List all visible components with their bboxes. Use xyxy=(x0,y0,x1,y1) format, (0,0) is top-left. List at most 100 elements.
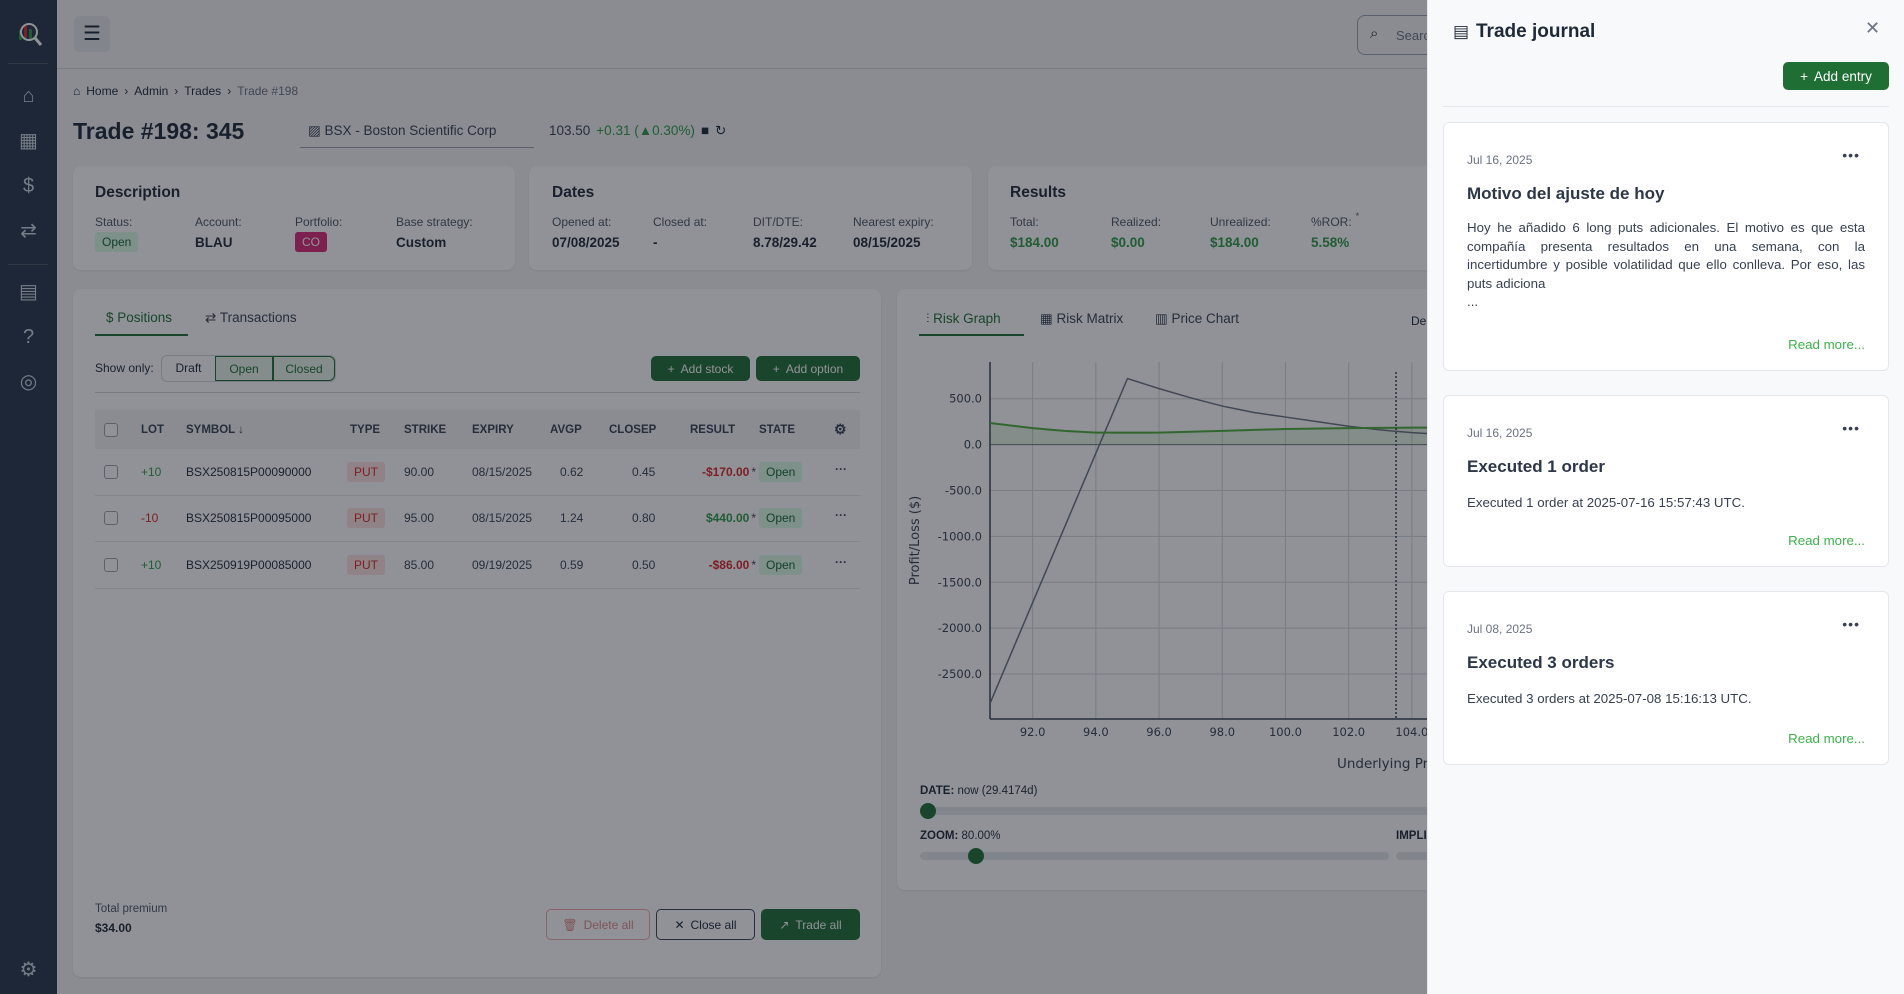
filter-draft[interactable]: Draft xyxy=(175,361,202,375)
tab-positions[interactable]: $ Positions xyxy=(106,310,172,325)
col-strike[interactable]: STRIKE xyxy=(404,424,447,436)
entry-body: Hoy he añadido 6 long puts adicionales. … xyxy=(1467,220,1865,291)
calculator-icon[interactable]: ▦ xyxy=(19,130,38,152)
dollar-icon[interactable]: $ xyxy=(22,175,35,197)
date-value: now (29.4174d) xyxy=(957,785,1038,797)
transfer-icon[interactable]: ⇄ xyxy=(20,220,37,242)
button-label: Add option xyxy=(785,361,844,376)
logo-chart-magnifier-icon[interactable] xyxy=(16,20,43,46)
journal-comment-icon: ▤ xyxy=(1453,22,1470,41)
panel-title: Trade journal xyxy=(1476,21,1596,42)
lifebuoy-icon[interactable]: ◎ xyxy=(19,371,38,393)
refresh-icon[interactable]: ↻ xyxy=(715,123,727,138)
entry-date: Jul 16, 2025 xyxy=(1467,153,1533,167)
card-title: Results xyxy=(1010,184,1066,201)
col-lot[interactable]: LOT xyxy=(141,424,164,436)
col-closep[interactable]: CLOSEP xyxy=(609,424,657,436)
date-slider-thumb[interactable] xyxy=(920,803,936,819)
tab-price-chart[interactable]: ▥ Price Chart xyxy=(1155,311,1239,327)
search-placeholder: Search xyxy=(1396,28,1438,43)
result-cell: -$170.00 xyxy=(701,465,750,479)
menu-toggle-icon[interactable]: ☰ xyxy=(74,16,110,52)
breadcrumb-separator: › xyxy=(124,84,129,98)
tab-risk-matrix[interactable]: ▦ Risk Matrix xyxy=(1040,311,1123,327)
zoom-slider[interactable] xyxy=(920,848,1389,864)
y-tick-label: -500.0 xyxy=(945,483,982,497)
tab-label: Transactions xyxy=(219,310,297,325)
add-stock-button[interactable]: + Add stock xyxy=(651,356,750,381)
col-avgp[interactable]: AVGP xyxy=(550,424,582,436)
col-expiry[interactable]: EXPIRY xyxy=(472,424,514,436)
delete-all-button[interactable]: 🗑︎ Delete all xyxy=(546,909,650,940)
close-panel-icon[interactable]: ✕ xyxy=(1865,18,1881,38)
risk-option-label[interactable]: Del xyxy=(1411,314,1430,328)
x-tick-label: 92.0 xyxy=(1020,725,1046,739)
trade-all-button[interactable]: ↗ Trade all xyxy=(761,909,860,940)
button-label: Close all xyxy=(690,917,737,932)
row-actions-icon[interactable]: ··· xyxy=(835,462,847,476)
col-type[interactable]: TYPE xyxy=(350,424,381,436)
col-state[interactable]: STATE xyxy=(759,424,795,436)
add-entry-button[interactable]: + Add entry xyxy=(1783,62,1889,90)
filter-closed[interactable]: Closed xyxy=(273,356,335,381)
symbol-cell[interactable]: BSX250815P00090000 xyxy=(186,465,312,479)
date-slider[interactable] xyxy=(920,803,1480,819)
tab-transactions[interactable]: ⇄ Transactions xyxy=(205,310,297,326)
button-label: Add entry xyxy=(1814,68,1872,84)
result-cell-group: -$170.00 * xyxy=(680,465,756,479)
modal-backdrop[interactable] xyxy=(0,0,1427,994)
more-options-icon[interactable]: ••• xyxy=(1842,616,1860,632)
read-more-link[interactable]: Read more... xyxy=(1788,533,1865,548)
help-icon[interactable]: ? xyxy=(22,326,35,348)
read-more-link[interactable]: Read more... xyxy=(1788,731,1865,746)
row-actions-icon[interactable]: ··· xyxy=(835,555,847,569)
more-options-icon[interactable]: ••• xyxy=(1842,420,1860,436)
clipboard-icon[interactable]: ▤ xyxy=(19,281,38,303)
state-badge: Open xyxy=(759,555,803,575)
entry-body: Executed 1 order at 2025-07-16 15:57:43 … xyxy=(1467,495,1745,510)
settings-icon[interactable]: ⚙ xyxy=(19,959,38,981)
row-checkbox[interactable] xyxy=(104,511,118,525)
result-footnote-mark: * xyxy=(751,465,756,479)
breadcrumb-current: Trade #198 xyxy=(237,84,299,98)
zoom-slider-thumb[interactable] xyxy=(968,848,985,864)
date-label: DATE: xyxy=(920,785,955,797)
y-tick-label: -1000.0 xyxy=(938,529,982,543)
row-actions-icon[interactable]: ··· xyxy=(835,508,847,522)
divider xyxy=(95,392,860,393)
stop-icon[interactable]: ■ xyxy=(700,123,709,138)
add-option-button[interactable]: + Add option xyxy=(756,356,860,381)
trade-journal-panel: ▤ Trade journal ✕ + Add entry Jul 16, 202… xyxy=(1427,0,1904,994)
button-label: Trade all xyxy=(795,917,842,932)
expiry-cell: 09/19/2025 xyxy=(472,558,533,572)
result-cell-group: $440.00 * xyxy=(680,511,756,525)
journal-entry[interactable]: Jul 08, 2025 ••• Executed 3 orders Execu… xyxy=(1443,591,1889,765)
breadcrumb-admin[interactable]: Admin xyxy=(134,84,169,98)
symbol-quote: 103.50 +0.31 (▲0.30%) ■ ↻ xyxy=(549,123,726,139)
total-label: Total: xyxy=(1010,215,1039,229)
symbol-cell[interactable]: BSX250919P00085000 xyxy=(186,558,312,572)
zoom-value: 80.00% xyxy=(961,830,1001,842)
symbol-selector[interactable]: ▨ BSX - Boston Scientific Corp xyxy=(300,115,534,148)
row-checkbox[interactable] xyxy=(104,558,118,572)
row-divider xyxy=(95,495,860,496)
close-all-button[interactable]: ✕ Close all xyxy=(656,909,755,940)
strike-cell: 85.00 xyxy=(404,558,435,572)
row-checkbox[interactable] xyxy=(104,465,118,479)
breadcrumb-home[interactable]: Home xyxy=(86,84,119,98)
journal-entry[interactable]: Jul 16, 2025 ••• Executed 1 order Execut… xyxy=(1443,395,1889,567)
col-symbol[interactable]: SYMBOL ↓ xyxy=(186,424,244,436)
realized-value: $0.00 xyxy=(1111,235,1145,250)
symbol-cell[interactable]: BSX250815P00095000 xyxy=(186,511,312,525)
col-result[interactable]: RESULT xyxy=(690,424,736,436)
filter-open[interactable]: Open xyxy=(215,356,273,381)
more-options-icon[interactable]: ••• xyxy=(1842,147,1860,163)
status-badge: Open xyxy=(95,232,139,252)
select-all-checkbox[interactable] xyxy=(104,423,118,437)
breadcrumb-trades[interactable]: Trades xyxy=(184,84,222,98)
tab-risk-graph[interactable]: ⫶ Risk Graph xyxy=(926,311,1001,327)
journal-entry[interactable]: Jul 16, 2025 ••• Motivo del ajuste de ho… xyxy=(1443,122,1889,371)
column-settings-icon[interactable]: ⚙ xyxy=(834,421,847,437)
read-more-link[interactable]: Read more... xyxy=(1788,337,1865,352)
home-icon[interactable]: ⌂ xyxy=(22,85,35,107)
